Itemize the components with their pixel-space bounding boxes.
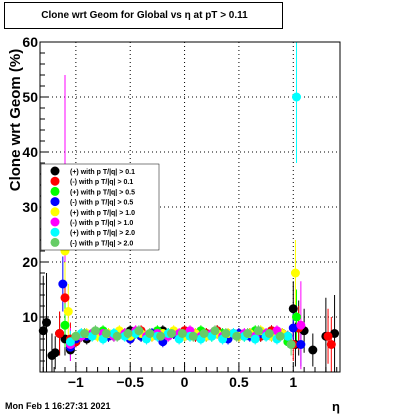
legend-marker [50, 227, 60, 237]
data-point [50, 348, 60, 358]
data-point [232, 331, 242, 341]
series-markers-7 [71, 326, 296, 349]
y-tick-label: 30 [22, 199, 38, 215]
data-point [177, 329, 187, 338]
data-point [145, 329, 155, 338]
data-point [288, 304, 298, 314]
legend-label: (-) with p T/|q| > 0.5 [70, 200, 133, 207]
data-point [80, 329, 90, 338]
data-point [134, 326, 144, 336]
data-point [290, 268, 300, 278]
data-point [101, 329, 111, 338]
data-point [210, 326, 220, 336]
legend-box [40, 163, 160, 251]
timestamp-footer: Mon Feb 1 16:27:31 2021 [5, 401, 111, 411]
data-point [156, 331, 166, 341]
data-point [71, 331, 81, 341]
data-point [123, 329, 133, 338]
chart-title-box: Clone wrt Geom for Global vs η at pT > 0… [4, 2, 283, 29]
x-tick-label: 0.5 [229, 374, 249, 390]
data-point [250, 334, 260, 344]
data-point [243, 329, 253, 338]
legend-label: (-) with p T/|q| > 1.0 [70, 220, 133, 227]
legend-label: (-) with p T/|q| > 0.1 [70, 179, 133, 186]
data-point [275, 331, 285, 341]
data-point [60, 320, 70, 330]
legend-marker [50, 207, 60, 217]
data-point [112, 331, 122, 341]
legend-marker [50, 197, 60, 207]
x-axis-label: η [332, 399, 340, 414]
y-tick-label: 60 [22, 34, 38, 50]
data-point [60, 293, 70, 303]
legend: (+) with p T/|q| > 0.1 (-) with p T/|q| >… [40, 163, 160, 251]
data-point [221, 329, 231, 338]
legend-marker [50, 237, 60, 247]
x-tick-label: 1 [289, 374, 297, 390]
data-point [42, 318, 52, 327]
data-point [288, 323, 298, 333]
legend-marker [50, 176, 60, 186]
legend-marker [50, 186, 60, 196]
data-point [264, 329, 274, 338]
legend-label: (-) with p T/|q| > 2.0 [70, 240, 133, 247]
y-axis-label: Clone wrt Geom (%) [7, 49, 24, 192]
data-point [292, 92, 302, 102]
x-tick-label: −0.5 [116, 374, 144, 390]
data-point [90, 326, 100, 336]
x-tick-label: −1 [68, 374, 84, 390]
legend-marker [50, 217, 60, 227]
data-point [292, 312, 302, 322]
y-tick-label: 50 [22, 89, 38, 105]
data-point [323, 331, 333, 341]
data-point [308, 345, 318, 355]
data-point [326, 340, 336, 349]
legend-label: (+) with p T/|q| > 1.0 [70, 210, 135, 217]
legend-label: (+) with p T/|q| > 2.0 [70, 230, 135, 237]
data-point [296, 340, 306, 349]
y-tick-label: 20 [22, 254, 38, 270]
legend-marker [50, 166, 60, 176]
chart-title: Clone wrt Geom for Global vs η at pT > 0… [41, 10, 248, 21]
y-tick-label: 40 [22, 144, 38, 160]
data-point [65, 337, 75, 347]
legend-label: (+) with p T/|q| > 0.5 [70, 189, 135, 196]
data-point [167, 329, 177, 338]
data-point [283, 331, 293, 341]
y-tick-label: 10 [22, 309, 38, 325]
legend-label: (+) with p T/|q| > 0.1 [70, 169, 135, 176]
data-point [296, 320, 306, 330]
x-tick-label: 0 [181, 374, 189, 390]
data-point [63, 307, 73, 316]
data-point [253, 326, 263, 336]
data-point [286, 340, 296, 349]
data-point [199, 329, 209, 338]
data-point [188, 331, 198, 341]
data-point [55, 329, 65, 338]
data-point [58, 279, 68, 289]
